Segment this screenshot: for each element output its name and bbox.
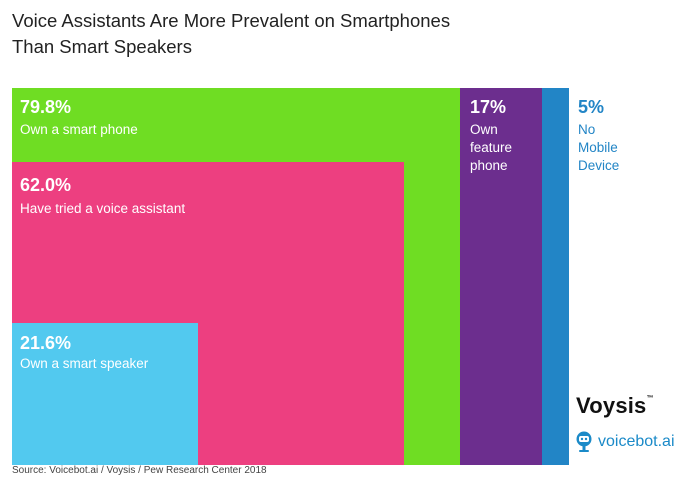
rect-own-feature-phone (460, 88, 542, 465)
value-label-feature-phone: 17% (470, 97, 506, 117)
chart-title: Voice Assistants Are More Prevalent on S… (12, 10, 451, 57)
value-label-smart-speaker: 21.6% (20, 333, 71, 353)
category-label-smart-phone: Own a smart phone (20, 122, 138, 137)
category-label-no-mobile-line1: No (578, 122, 595, 137)
category-label-no-mobile-line3: Device (578, 158, 619, 173)
value-label-voice-assistant: 62.0% (20, 175, 71, 195)
rect-no-mobile-device (542, 88, 569, 465)
category-label-voice-assistant: Have tried a voice assistant (20, 201, 185, 216)
category-label-feature-phone-line1: Own (470, 122, 498, 137)
source-note: Source: Voicebot.ai / Voysis / Pew Resea… (12, 465, 267, 476)
category-label-smart-speaker: Own a smart speaker (20, 356, 149, 371)
robot-microphone-icon (576, 431, 592, 452)
rect-own-smart-speaker (12, 323, 198, 465)
category-label-feature-phone-line2: feature (470, 140, 512, 155)
value-label-smart-phone: 79.8% (20, 97, 71, 117)
value-label-no-mobile: 5% (578, 97, 604, 117)
voicebot-logo: voicebot.ai (573, 430, 675, 454)
voysis-logo: Voysis™ (576, 393, 654, 418)
category-label-no-mobile-line2: Mobile (578, 140, 618, 155)
category-label-feature-phone-line3: phone (470, 158, 508, 173)
